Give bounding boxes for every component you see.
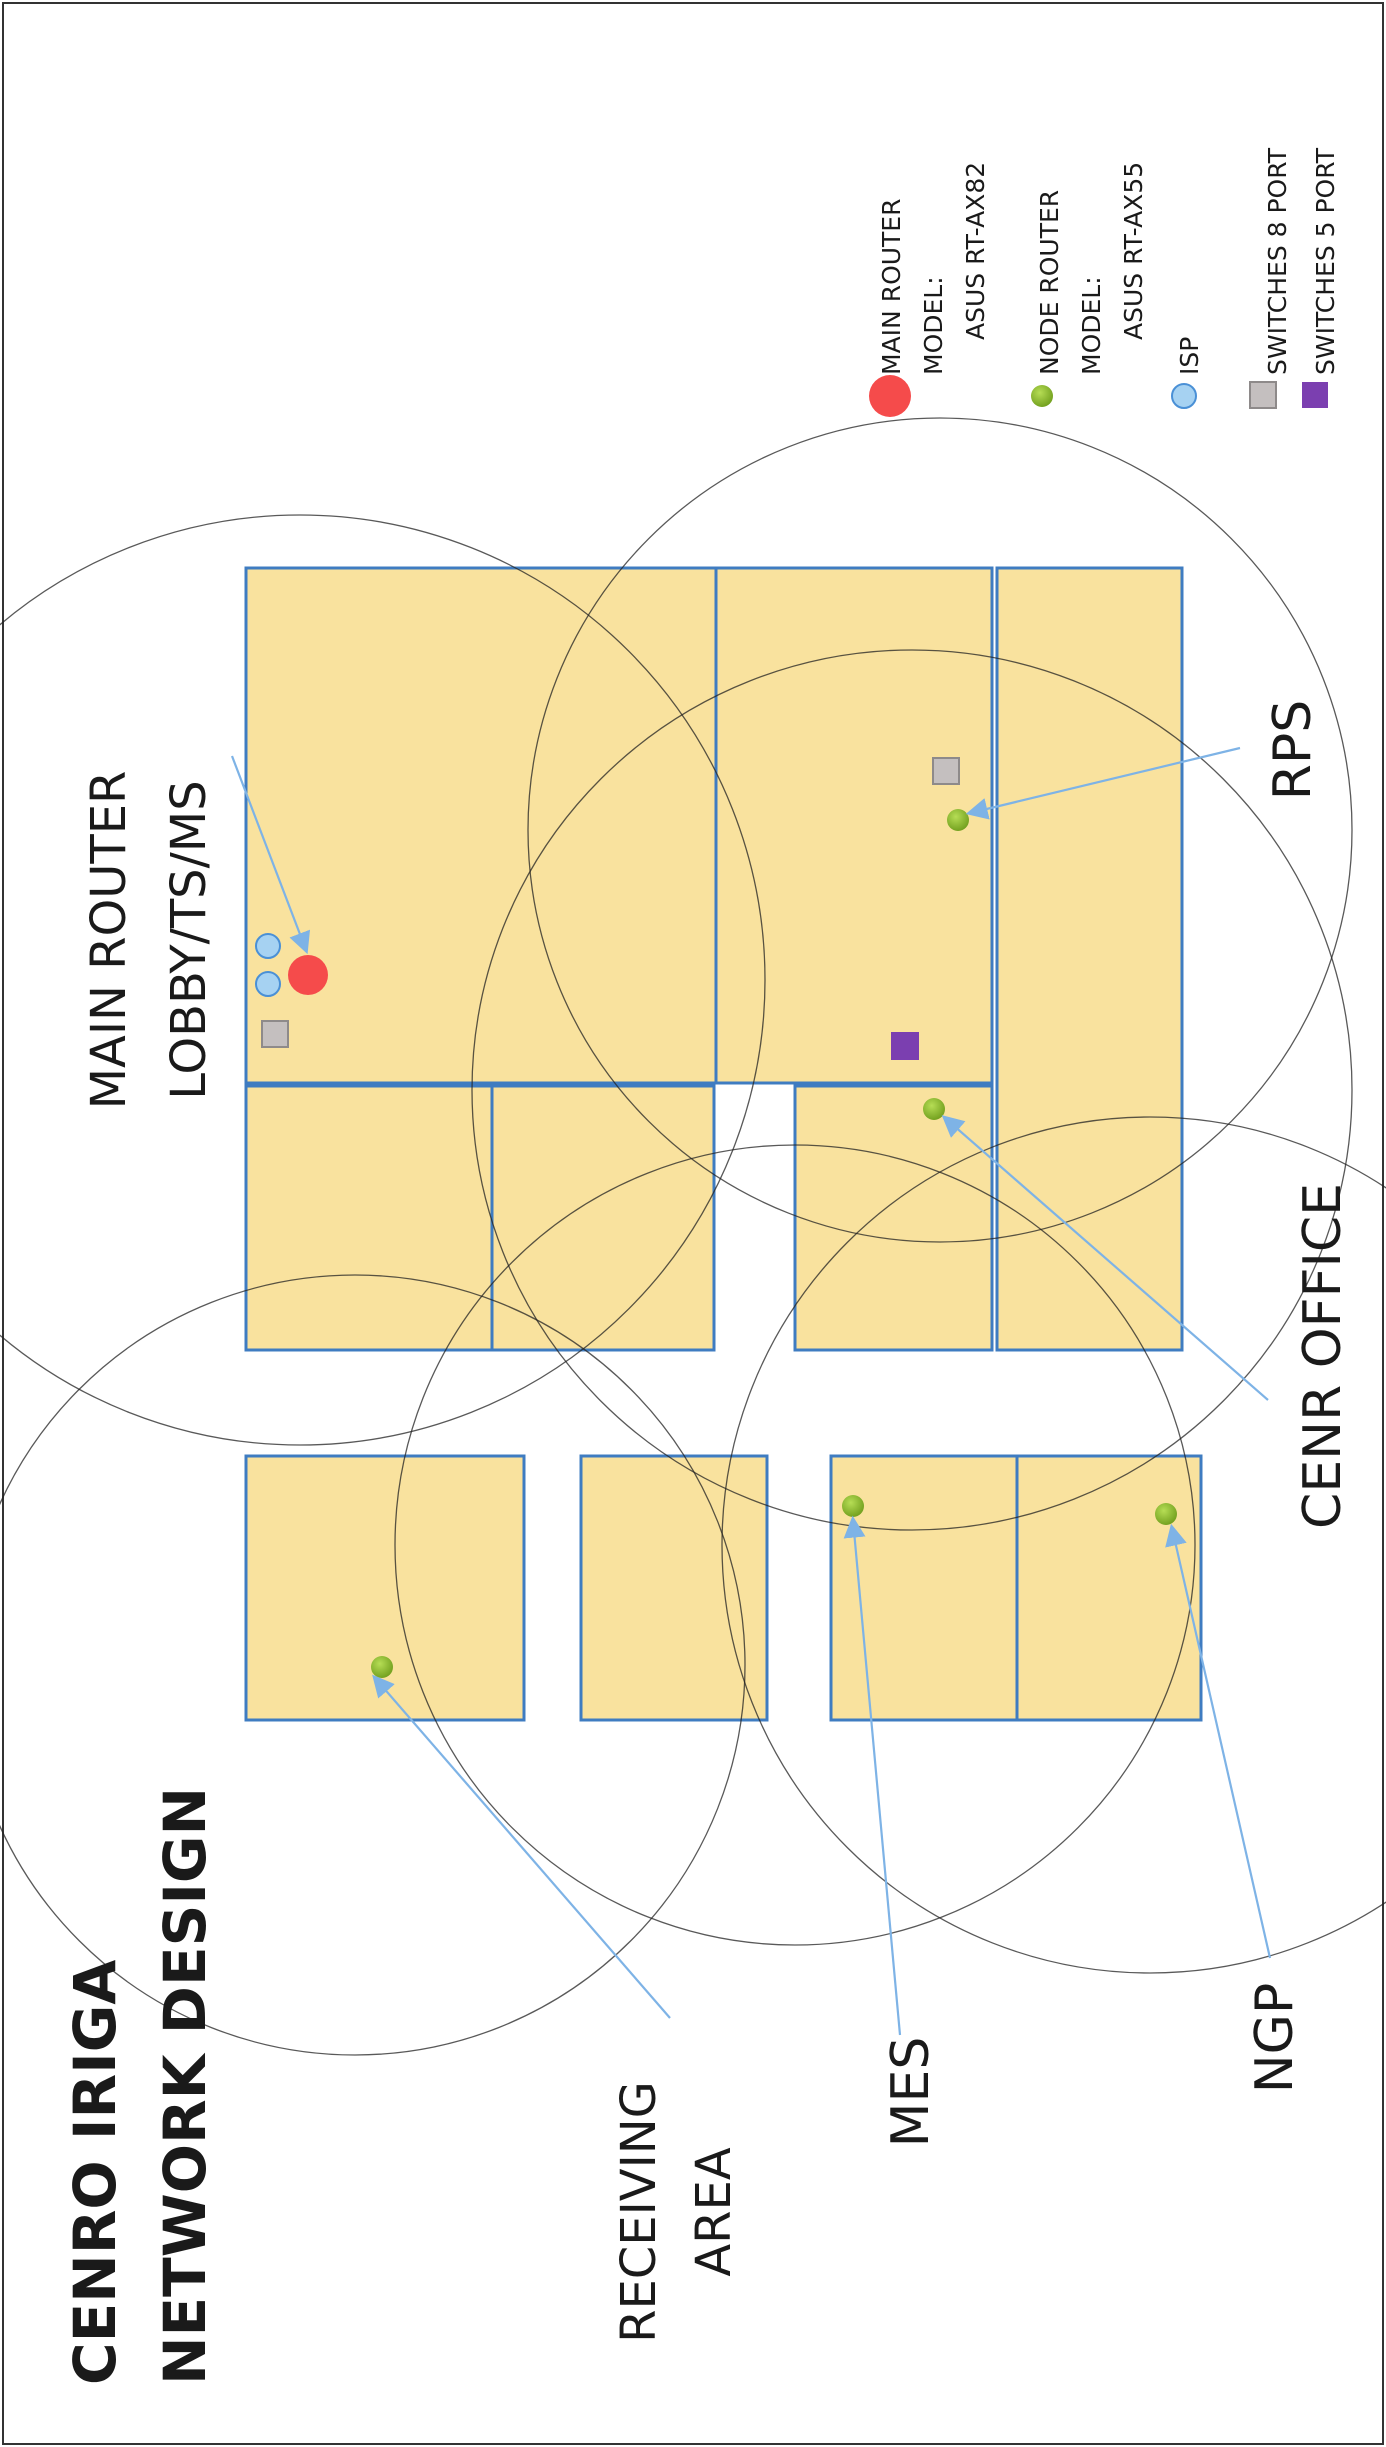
coverage-ranges: [0, 417, 1386, 2056]
node-router-icon: [842, 1495, 864, 1517]
switch-8-port-icon: [932, 757, 960, 785]
room-ngp: [1015, 1454, 1203, 1722]
legend-main-router-line1: MAIN ROUTER: [877, 199, 906, 375]
main-router-area-label-line1: MAIN ROUTER: [81, 771, 137, 1110]
coverage-rps-node: [527, 417, 1353, 1243]
receiving-area-label-line2: AREA: [686, 2147, 742, 2277]
room-middle: [579, 1454, 769, 1722]
legend-node-router-line2: MODEL:: [1077, 276, 1106, 375]
legend-node-router-icon: [1031, 385, 1053, 407]
page-title: CENRO IRIGA NETWORK DESIGN: [61, 1787, 219, 2385]
pointer-mes: [843, 1515, 902, 2036]
isp-icon: [255, 971, 281, 997]
legend-switch-5-port-label: SWITCHES 5 PORT: [1311, 147, 1340, 375]
legend-main-router-icon: [869, 375, 911, 417]
room-cenr-office: [793, 1084, 994, 1352]
coverage-mes-node: [394, 1144, 1196, 1946]
room-receiving-area: [244, 1454, 526, 1722]
pointer-rps: [965, 746, 1241, 820]
legend-switch-8-port-label: SWITCHES 8 PORT: [1263, 147, 1292, 375]
legend: MAIN ROUTER MODEL: ASUS RT-AX82 NODE ROU…: [869, 147, 1340, 417]
main-router-area-label-line2: LOBBY/TS/MS: [161, 780, 217, 1099]
rps-label: RPS: [1263, 700, 1323, 801]
coverage-cenr-office-node: [471, 649, 1353, 1531]
node-router-icon: [1155, 1503, 1177, 1525]
room-lower-left-b: [490, 1084, 716, 1352]
ngp-label: NGP: [1245, 1983, 1305, 2094]
isp-icon: [255, 933, 281, 959]
coverage-ngp-node: [721, 1116, 1386, 1974]
pointer-lines: [230, 746, 1272, 2036]
mes-label: MES: [881, 2037, 941, 2148]
room-lobby-ts-ms: [244, 566, 718, 1085]
node-router-icon: [947, 809, 969, 831]
legend-switch-5-port-icon: [1302, 382, 1328, 408]
legend-node-router-line3: ASUS RT-AX55: [1119, 162, 1148, 340]
pointer-cenr-office: [941, 1115, 1269, 1401]
coverage-receiving-node: [0, 1274, 746, 2056]
title-line1: CENRO IRIGA: [61, 1960, 129, 2385]
title-line2: NETWORK DESIGN: [151, 1787, 219, 2385]
switch-5-port-icon: [891, 1032, 919, 1060]
legend-isp-label: ISP: [1175, 337, 1204, 375]
switch-8-port-icon: [261, 1020, 289, 1048]
area-labels: MAIN ROUTER LOBBY/TS/MS RPS CENR OFFICE …: [81, 700, 1353, 2343]
legend-node-router-line1: NODE ROUTER: [1035, 190, 1064, 375]
legend-switch-8-port-icon: [1249, 381, 1277, 409]
node-router-icon: [371, 1656, 393, 1678]
node-router-icon: [923, 1098, 945, 1120]
pointer-receiving-area: [372, 1674, 671, 2019]
receiving-area-label-line1: RECEIVING: [611, 2081, 667, 2343]
legend-main-router-line2: MODEL:: [919, 276, 948, 375]
legend-isp-icon: [1171, 383, 1197, 409]
pointer-main-router: [230, 755, 311, 955]
main-router-icon: [288, 955, 328, 995]
cenr-office-label: CENR OFFICE: [1293, 1183, 1353, 1529]
pointer-ngp: [1165, 1523, 1272, 1959]
coverage-main-router: [0, 514, 766, 1446]
room-lower-left-a: [244, 1084, 494, 1352]
legend-main-router-line3: ASUS RT-AX82: [961, 162, 990, 340]
devices: [255, 757, 1177, 1678]
